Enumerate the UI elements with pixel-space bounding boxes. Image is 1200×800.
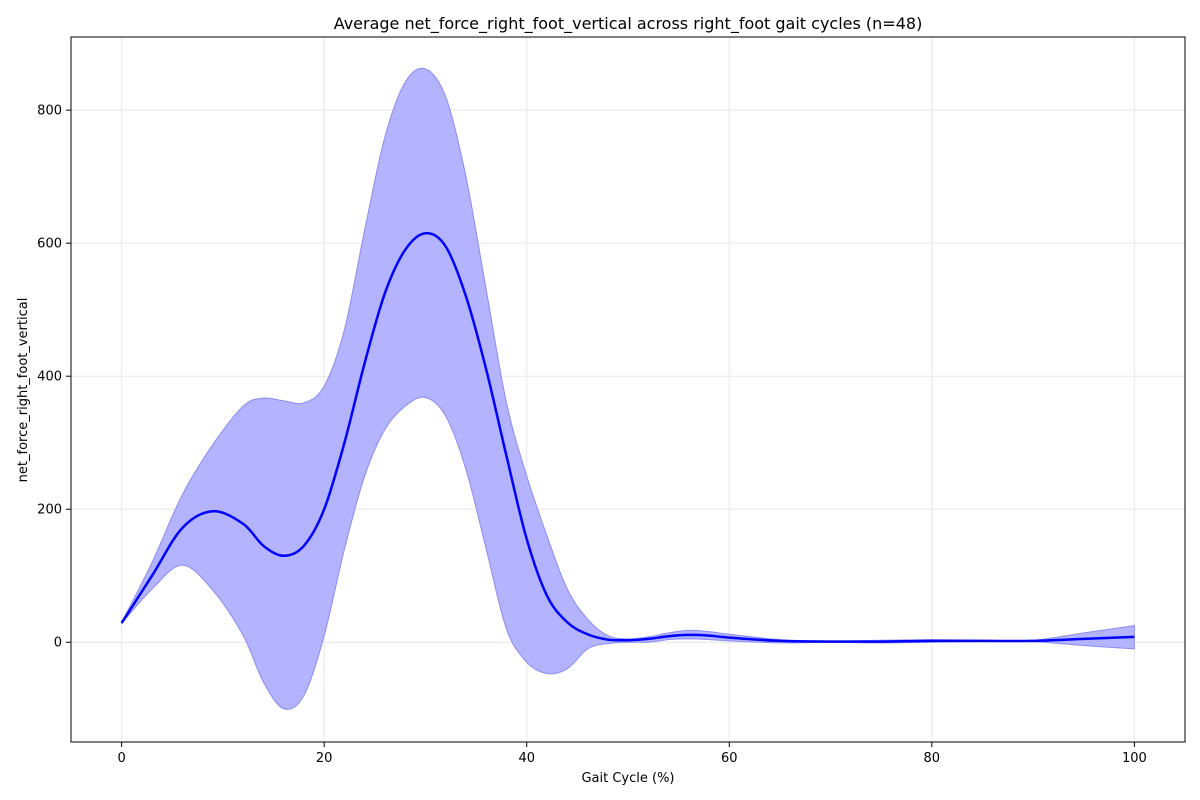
y-tick-label: 400 <box>37 370 62 385</box>
x-tick-label: 80 <box>924 751 941 766</box>
x-tick-label: 60 <box>721 751 738 766</box>
y-axis-label: net_force_right_foot_vertical <box>16 298 31 483</box>
plot-frame <box>70 36 1186 743</box>
x-tick-label: 100 <box>1122 751 1147 766</box>
x-tick-label: 20 <box>316 751 333 766</box>
y-tick-label: 200 <box>37 503 62 518</box>
x-axis-label: Gait Cycle (%) <box>581 771 674 786</box>
x-axis: 0 20 40 60 80 100 <box>117 742 1147 766</box>
y-axis: 0 200 400 600 800 <box>37 104 71 651</box>
std-band <box>121 67 1135 710</box>
y-tick-label: 0 <box>54 636 62 651</box>
y-tick-label: 800 <box>37 104 62 119</box>
chart-title: Average net_force_right_foot_vertical ac… <box>334 14 923 34</box>
gridlines <box>71 37 1185 742</box>
mean-line <box>120 231 1135 643</box>
x-tick-label: 0 <box>117 751 125 766</box>
x-tick-label: 40 <box>518 751 535 766</box>
y-tick-label: 600 <box>37 237 62 252</box>
